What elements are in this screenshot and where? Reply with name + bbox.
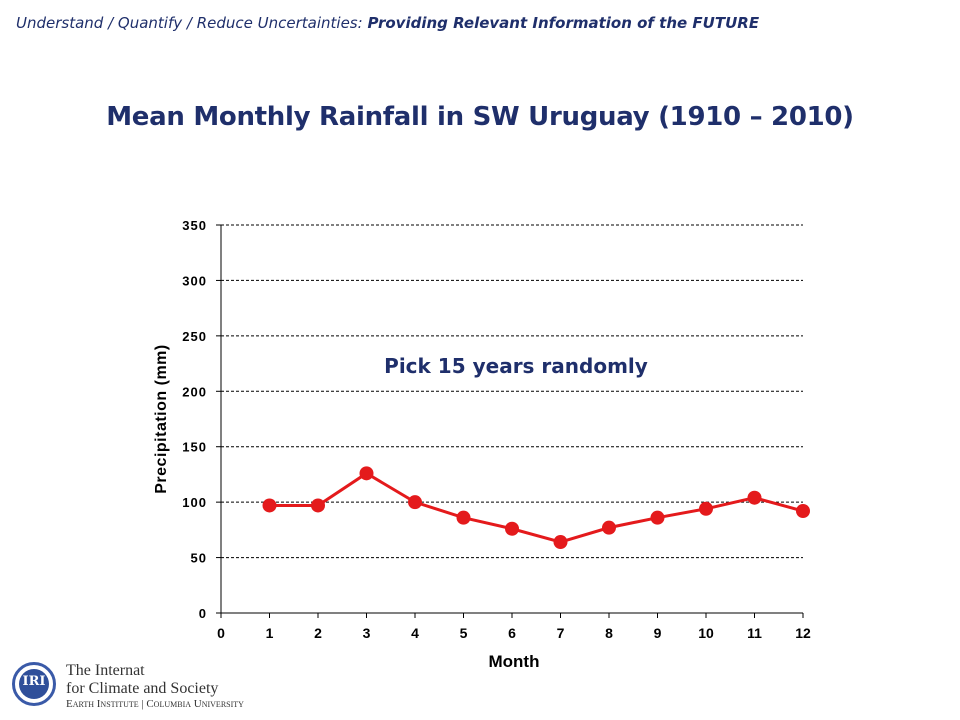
y-tick-label: 200 [182,384,207,399]
iri-logo: IRI The Internat for Climate and Society… [10,660,250,716]
data-point [262,498,277,513]
data-point [699,501,713,516]
x-tick-label: 9 [654,625,662,641]
y-tick-label: 50 [191,551,207,566]
data-point [408,495,422,510]
x-tick-label: 12 [795,625,811,641]
x-tick-label: 8 [605,625,613,641]
data-point [505,521,519,536]
x-tick-label: 1 [266,625,274,641]
data-point [650,510,665,525]
data-point [359,466,374,481]
x-tick-label: 2 [314,625,322,641]
data-point [553,535,568,550]
data-point [796,504,810,519]
logo-mark: IRI [22,674,46,689]
logo-line-2: for Climate and Society [66,680,219,697]
logo-line-1: The Internat [66,662,145,679]
header-emphasis: Providing Relevant Information of the FU… [367,14,760,32]
y-tick-label: 0 [199,606,207,621]
data-point [747,490,762,505]
x-tick-label: 0 [217,625,225,641]
data-point [602,520,616,535]
y-tick-label: 300 [182,273,207,288]
x-axis-title: Month [489,652,540,671]
y-tick-label: 150 [182,440,207,455]
x-tick-label: 4 [411,625,419,641]
header-prefix: Understand / Quantify / Reduce Uncertain… [16,14,368,32]
x-tick-label: 3 [363,625,371,641]
y-tick-label: 350 [182,218,207,233]
chart-annotation: Pick 15 years randomly [384,354,648,378]
x-tick-label: 11 [747,625,762,641]
y-tick-label: 100 [182,495,207,510]
y-tick-label: 250 [182,329,207,344]
x-tick-label: 6 [508,625,516,641]
x-tick-label: 5 [460,625,468,641]
logo-line-3: Earth Institute | Columbia University [66,698,244,710]
y-axis-title: Precipitation (mm) [153,344,170,493]
x-tick-label: 10 [698,625,714,641]
data-point [456,510,471,525]
series-line [269,471,804,544]
data-point [311,498,325,513]
slide-header: Understand / Quantify / Reduce Uncertain… [16,14,759,32]
page-title: Mean Monthly Rainfall in SW Uruguay (191… [106,102,854,132]
logo-circle-icon [12,662,56,706]
x-tick-label: 7 [557,625,565,641]
